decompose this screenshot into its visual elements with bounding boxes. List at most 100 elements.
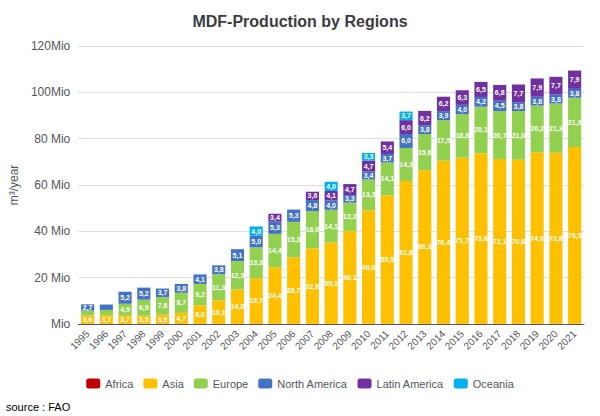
svg-text:35,1: 35,1 bbox=[324, 280, 338, 288]
svg-text:49,0: 49,0 bbox=[362, 264, 376, 272]
svg-text:71,7: 71,7 bbox=[455, 237, 469, 245]
svg-text:8,0: 8,0 bbox=[195, 311, 205, 319]
svg-text:2003: 2003 bbox=[218, 328, 242, 352]
svg-text:Asia: Asia bbox=[162, 378, 184, 390]
svg-text:m³/year: m³/year bbox=[7, 165, 21, 206]
svg-text:28,7: 28,7 bbox=[287, 287, 301, 295]
svg-text:20,7: 20,7 bbox=[493, 132, 507, 140]
svg-text:Africa: Africa bbox=[105, 378, 134, 390]
svg-text:17,5: 17,5 bbox=[437, 137, 451, 145]
svg-text:1995: 1995 bbox=[68, 328, 92, 352]
svg-text:3,3: 3,3 bbox=[345, 195, 355, 203]
svg-text:71,1: 71,1 bbox=[493, 238, 507, 246]
svg-text:21,0: 21,0 bbox=[512, 132, 526, 140]
svg-text:1999: 1999 bbox=[143, 328, 167, 352]
svg-text:3,8: 3,8 bbox=[551, 96, 561, 104]
svg-text:32,6: 32,6 bbox=[306, 283, 320, 291]
svg-text:2011: 2011 bbox=[368, 328, 391, 351]
svg-text:Mio: Mio bbox=[51, 317, 71, 331]
svg-text:2018: 2018 bbox=[499, 328, 523, 352]
svg-text:2006: 2006 bbox=[274, 328, 298, 352]
svg-text:2009: 2009 bbox=[330, 328, 354, 352]
svg-text:7,9: 7,9 bbox=[532, 84, 542, 92]
svg-text:4,9: 4,9 bbox=[120, 306, 130, 314]
svg-text:2002: 2002 bbox=[199, 328, 223, 352]
svg-text:6,9: 6,9 bbox=[139, 304, 149, 312]
svg-text:40 Mio: 40 Mio bbox=[34, 224, 70, 238]
svg-text:15,6: 15,6 bbox=[418, 149, 432, 157]
svg-text:3,7: 3,7 bbox=[382, 155, 392, 163]
svg-text:4,0: 4,0 bbox=[326, 202, 336, 210]
svg-text:2010: 2010 bbox=[349, 328, 373, 352]
svg-text:3,9: 3,9 bbox=[158, 316, 168, 324]
svg-text:4,0: 4,0 bbox=[251, 228, 261, 236]
svg-text:2013: 2013 bbox=[405, 328, 429, 352]
svg-text:6,0: 6,0 bbox=[401, 124, 411, 132]
svg-text:3,7: 3,7 bbox=[120, 316, 130, 324]
svg-text:5,2: 5,2 bbox=[139, 290, 149, 298]
svg-text:70,4: 70,4 bbox=[437, 239, 451, 247]
svg-text:21,3: 21,3 bbox=[568, 119, 582, 127]
svg-text:3,4: 3,4 bbox=[364, 172, 374, 180]
svg-text:76,3: 76,3 bbox=[568, 232, 582, 240]
svg-text:3,7: 3,7 bbox=[158, 289, 168, 297]
svg-text:14,3: 14,3 bbox=[399, 161, 413, 169]
svg-text:14,4: 14,4 bbox=[268, 247, 282, 255]
svg-text:16,0: 16,0 bbox=[306, 226, 320, 234]
svg-text:5,1: 5,1 bbox=[233, 252, 243, 260]
svg-text:1996: 1996 bbox=[87, 328, 111, 352]
svg-text:74,0: 74,0 bbox=[530, 235, 544, 243]
svg-text:2004: 2004 bbox=[237, 328, 261, 352]
svg-text:5,3: 5,3 bbox=[270, 224, 280, 232]
svg-text:4,1: 4,1 bbox=[326, 192, 336, 200]
svg-text:3,8: 3,8 bbox=[532, 98, 542, 106]
svg-text:18,8: 18,8 bbox=[455, 132, 469, 140]
svg-text:11,3: 11,3 bbox=[212, 284, 225, 292]
svg-text:7,6: 7,6 bbox=[158, 302, 168, 310]
svg-text:3,8: 3,8 bbox=[570, 90, 580, 98]
svg-text:North America: North America bbox=[277, 378, 348, 390]
svg-text:20,2: 20,2 bbox=[530, 125, 544, 133]
svg-text:5,2: 5,2 bbox=[120, 294, 130, 302]
svg-text:24,4: 24,4 bbox=[268, 292, 282, 300]
svg-text:20,1: 20,1 bbox=[474, 126, 488, 134]
svg-text:100Mio: 100Mio bbox=[31, 85, 71, 99]
svg-text:5,3: 5,3 bbox=[289, 212, 299, 220]
svg-text:10,1: 10,1 bbox=[212, 309, 226, 317]
svg-text:6,5: 6,5 bbox=[476, 86, 486, 94]
svg-text:20 Mio: 20 Mio bbox=[34, 271, 70, 285]
svg-text:3,9: 3,9 bbox=[439, 112, 449, 120]
svg-text:3,8: 3,8 bbox=[214, 266, 224, 274]
svg-text:4,0: 4,0 bbox=[457, 106, 467, 114]
svg-text:2000: 2000 bbox=[162, 328, 186, 352]
svg-text:1998: 1998 bbox=[124, 328, 148, 352]
svg-text:40,1: 40,1 bbox=[343, 274, 357, 282]
svg-text:2021: 2021 bbox=[555, 328, 579, 352]
svg-text:4,2: 4,2 bbox=[476, 98, 486, 106]
svg-text:3,6: 3,6 bbox=[308, 192, 318, 200]
svg-text:7,7: 7,7 bbox=[551, 82, 561, 90]
svg-text:120Mio: 120Mio bbox=[31, 39, 71, 53]
svg-text:2015: 2015 bbox=[443, 328, 467, 352]
svg-text:3,8: 3,8 bbox=[176, 285, 186, 293]
svg-text:4,8: 4,8 bbox=[308, 202, 318, 210]
svg-text:4,5: 4,5 bbox=[495, 102, 505, 110]
svg-text:6,3: 6,3 bbox=[457, 94, 467, 102]
svg-text:6,2: 6,2 bbox=[420, 115, 430, 123]
svg-text:6,8: 6,8 bbox=[495, 89, 505, 97]
svg-text:61,6: 61,6 bbox=[399, 249, 413, 257]
svg-text:80 Mio: 80 Mio bbox=[34, 132, 70, 146]
svg-text:73,8: 73,8 bbox=[549, 235, 563, 243]
svg-text:2014: 2014 bbox=[424, 328, 448, 352]
svg-text:7,9: 7,9 bbox=[570, 76, 580, 84]
svg-text:14,1: 14,1 bbox=[324, 223, 338, 231]
svg-text:2008: 2008 bbox=[312, 328, 336, 352]
svg-text:1997: 1997 bbox=[105, 328, 129, 352]
svg-text:4,1: 4,1 bbox=[195, 276, 205, 284]
svg-text:Oceania: Oceania bbox=[473, 378, 515, 390]
svg-text:12,2: 12,2 bbox=[343, 213, 357, 221]
svg-text:2007: 2007 bbox=[293, 328, 317, 352]
svg-text:3,7: 3,7 bbox=[101, 316, 111, 324]
svg-text:3,8: 3,8 bbox=[514, 103, 524, 111]
svg-text:15,3: 15,3 bbox=[287, 236, 301, 244]
